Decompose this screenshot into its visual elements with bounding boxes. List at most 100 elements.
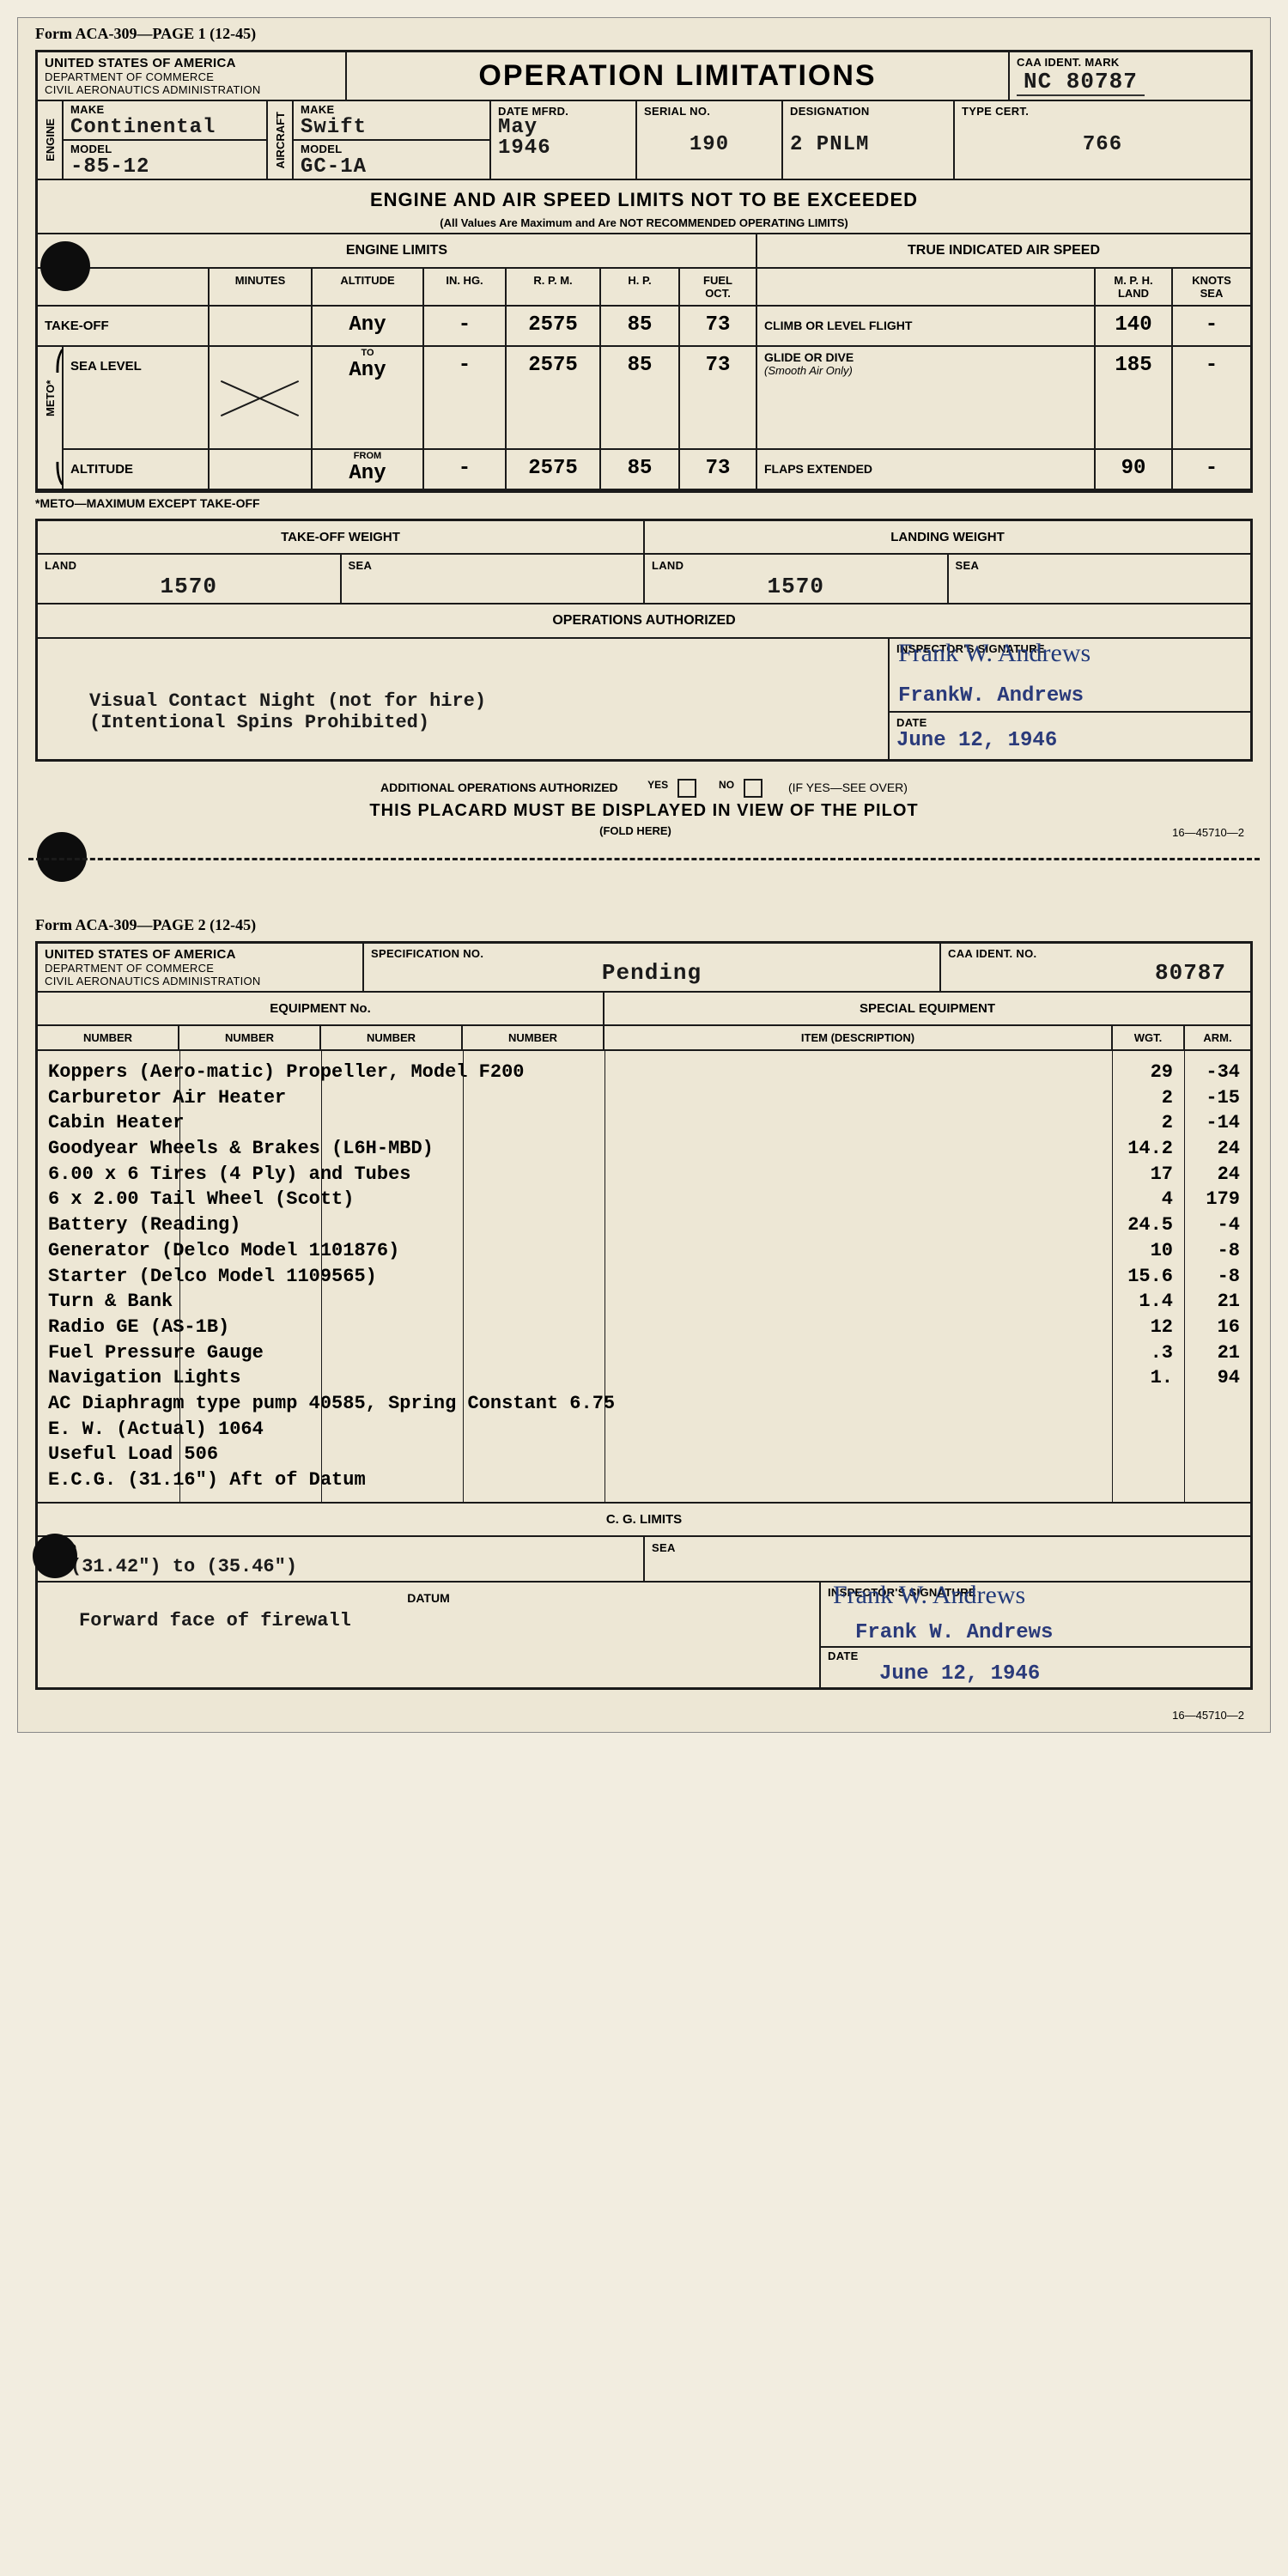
equipment-desc: Fuel Pressure Gauge (48, 1340, 1103, 1366)
equipment-desc: AC Diaphragm type pump 40585, Spring Con… (48, 1391, 1103, 1417)
tias-r1-kn: - (1173, 307, 1250, 347)
equipment-arm: 94 (1180, 1365, 1240, 1391)
rowlabel-altitude: ALTITUDE (70, 462, 133, 477)
equipment-desc: Useful Load 506 (48, 1442, 1103, 1467)
to-land-label: LAND (45, 559, 76, 572)
tias-r3-mph: 90 (1096, 450, 1173, 490)
title-row: UNITED STATES OF AMERICA DEPARTMENT OF C… (38, 52, 1250, 101)
no-checkbox[interactable] (744, 779, 762, 798)
date-label-1: DATE (896, 716, 1243, 729)
ld-land-label: LAND (652, 559, 683, 572)
tias-r2-mph: 185 (1096, 347, 1173, 450)
agency2-l2: DEPARTMENT OF COMMERCE (45, 962, 355, 975)
r3-alt: Any (313, 462, 422, 485)
r1-fuel: 73 (680, 307, 757, 347)
equipment-row: Carburetor Air Heater2-15 (48, 1085, 1240, 1111)
ac-make: Swift (301, 116, 483, 139)
equipment-desc: Navigation Lights (48, 1365, 1103, 1391)
printed-name-2: Frank W. Andrews (855, 1621, 1053, 1644)
r2-alt: Any (313, 359, 422, 382)
equipment-arm: 16 (1180, 1315, 1240, 1340)
addl-ops-row: ADDITIONAL OPERATIONS AUTHORIZED YES NO … (35, 779, 1253, 798)
serial: 190 (644, 133, 775, 156)
datum-label: DATUM (45, 1586, 812, 1610)
equipment-wgt (1103, 1417, 1180, 1443)
equipment-desc: Battery (Reading) (48, 1212, 1103, 1238)
cursive-sig-2: Frank W. Andrews (833, 1581, 1025, 1610)
equipment-arm: 21 (1180, 1289, 1240, 1315)
to-land-val: 1570 (45, 574, 333, 599)
special-equip-hdr: SPECIAL EQUIPMENT (611, 996, 1243, 1021)
ld-land-val: 1570 (652, 574, 940, 599)
equipment-wgt: 15.6 (1103, 1264, 1180, 1290)
r3-fuel: 73 (680, 450, 757, 490)
tias-r2-sub: (Smooth Air Only) (764, 364, 1087, 377)
equipment-wgt: 1. (1103, 1365, 1180, 1391)
equipment-row: Starter (Delco Model 1109565)15.6-8 (48, 1264, 1240, 1290)
to-sea-label: SEA (349, 559, 373, 572)
equipment-desc: Starter (Delco Model 1109565) (48, 1264, 1103, 1290)
equipment-desc: Goodyear Wheels & Brakes (L6H-MBD) (48, 1136, 1103, 1162)
r3-hp: 85 (601, 450, 680, 490)
fold-line (28, 841, 1260, 875)
equipment-arm (1180, 1391, 1240, 1417)
equipment-wgt (1103, 1467, 1180, 1493)
engine-model: -85-12 (70, 155, 259, 179)
yes-checkbox[interactable] (677, 779, 696, 798)
caa2-label: CAA IDENT. NO. (948, 947, 1243, 960)
equipment-arm: -15 (1180, 1085, 1240, 1111)
spec-label: SPECIFICATION NO. (371, 947, 933, 960)
meto-note: *METO—MAXIMUM EXCEPT TAKE-OFF (35, 496, 1253, 510)
typecert: 766 (962, 133, 1243, 156)
tias-r3-kn: - (1173, 450, 1250, 490)
serial-label: SERIAL NO. (644, 105, 775, 118)
equipment-desc: E. W. (Actual) 1064 (48, 1417, 1103, 1443)
equipment-desc: Carburetor Air Heater (48, 1085, 1103, 1111)
cg-land-val: (31.42") to (35.46") (70, 1556, 636, 1577)
datum-val: Forward face of firewall (79, 1610, 812, 1631)
weight-block: TAKE-OFF WEIGHT LANDING WEIGHT LAND 1570… (35, 519, 1253, 762)
aircraft-vlabel: AIRCRAFT (272, 108, 289, 172)
agency2-l3: CIVIL AERONAUTICS ADMINISTRATION (45, 975, 355, 987)
equipment-row: Cabin Heater2-14 (48, 1110, 1240, 1136)
ac-model: GC-1A (301, 155, 483, 179)
page-1: Form ACA-309—PAGE 1 (12-45) UNITED STATE… (17, 17, 1271, 1733)
engine-make: Continental (70, 116, 259, 139)
landing-wt-hdr: LANDING WEIGHT (652, 525, 1243, 550)
equipment-row: Battery (Reading)24.5-4 (48, 1212, 1240, 1238)
col-num2: NUMBER (179, 1026, 321, 1051)
equipment-desc: Cabin Heater (48, 1110, 1103, 1136)
ops-text-1: Visual Contact Night (not for hire) (89, 690, 871, 712)
equipment-wgt: 29 (1103, 1060, 1180, 1085)
tias-r1: CLIMB OR LEVEL FLIGHT (757, 307, 1096, 347)
r1-alt: Any (313, 307, 424, 347)
equipment-wgt: .3 (1103, 1340, 1180, 1366)
r1-rpm: 2575 (507, 307, 601, 347)
equipment-row: Generator (Delco Model 1101876)10-8 (48, 1238, 1240, 1264)
date-val-2: June 12, 1946 (879, 1662, 1243, 1686)
agency2-l1: UNITED STATES OF AMERICA (45, 947, 355, 962)
date-label-2: DATE (828, 1649, 1243, 1662)
equipment-row: Goodyear Wheels & Brakes (L6H-MBD)14.224 (48, 1136, 1240, 1162)
equipment-wgt: 12 (1103, 1315, 1180, 1340)
takeoff-wt-hdr: TAKE-OFF WEIGHT (45, 525, 636, 550)
caa2-val: 80787 (948, 960, 1243, 986)
equipment-row: Radio GE (AS-1B)1216 (48, 1315, 1240, 1340)
col-knots: KNOTS SEA (1173, 269, 1250, 307)
footer-code-1: 16—45710—2 (671, 824, 1253, 841)
equipment-row: Turn & Bank1.421 (48, 1289, 1240, 1315)
equipment-row: E. W. (Actual) 1064 (48, 1417, 1240, 1443)
datemfrd: May 1946 (498, 118, 629, 159)
form-header-2: Form ACA-309—PAGE 2 (12-45) (18, 909, 1270, 941)
equipment-arm: -8 (1180, 1238, 1240, 1264)
ops-auth-hdr: OPERATIONS AUTHORIZED (45, 608, 1243, 634)
rowlabel-takeoff: TAKE-OFF (38, 307, 210, 347)
addl-ops-label: ADDITIONAL OPERATIONS AUTHORIZED (380, 781, 618, 794)
equipment-wgt: 2 (1103, 1085, 1180, 1111)
col-hp: H. P. (601, 269, 680, 307)
engine-limits-hdr: ENGINE LIMITS (45, 238, 749, 264)
equipment-row: Navigation Lights1.94 (48, 1365, 1240, 1391)
equipment-arm: 24 (1180, 1162, 1240, 1188)
tias-r2: GLIDE OR DIVE (764, 350, 1087, 364)
form-body-1: UNITED STATES OF AMERICA DEPARTMENT OF C… (35, 50, 1253, 493)
